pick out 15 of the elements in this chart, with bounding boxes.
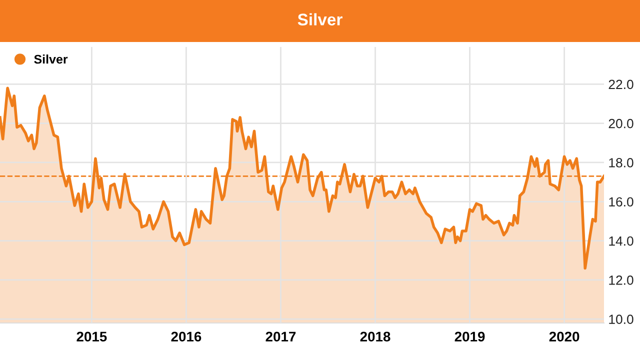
y-tick-label: 18.0 bbox=[609, 158, 634, 168]
chart-title: Silver bbox=[298, 13, 342, 26]
x-tick-label: 2015 bbox=[76, 332, 107, 342]
y-tick-label: 10.0 bbox=[609, 314, 634, 324]
y-tick-label: 22.0 bbox=[608, 80, 634, 90]
x-tick-label: 2016 bbox=[171, 332, 202, 342]
x-tick-label: 2020 bbox=[549, 332, 580, 342]
x-tick-label: 2017 bbox=[266, 332, 296, 342]
y-tick-label: 16.0 bbox=[609, 197, 634, 207]
x-tick-label: 2018 bbox=[360, 332, 390, 342]
y-tick-label: 14.0 bbox=[609, 236, 634, 246]
y-tick-label: 12.0 bbox=[609, 276, 634, 285]
y-tick-label: 20.0 bbox=[608, 118, 634, 128]
legend-label: Silver bbox=[34, 54, 68, 64]
x-tick-label: 2019 bbox=[454, 332, 485, 342]
